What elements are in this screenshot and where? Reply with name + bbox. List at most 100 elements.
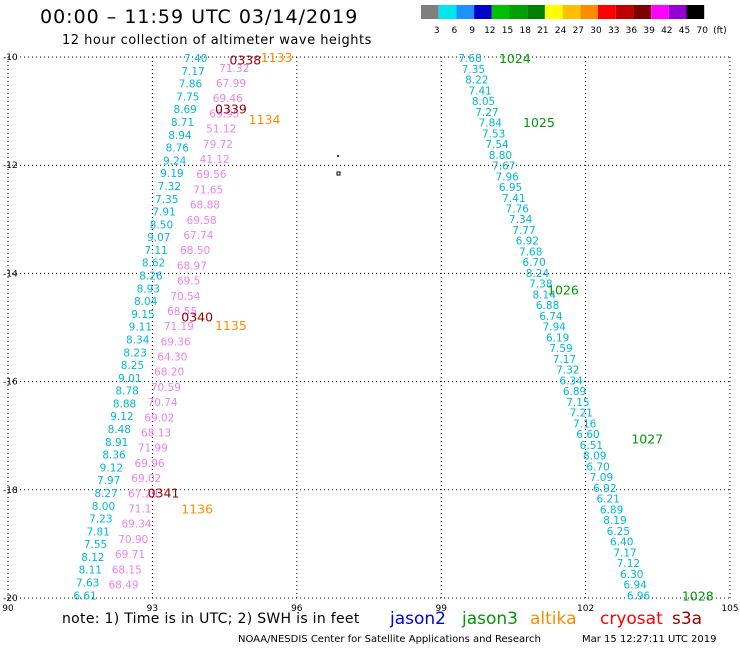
swh-value-jason3: 7.17 <box>553 354 576 366</box>
swh-value-jason3: 6.94 <box>623 580 647 592</box>
pass-time-altika: 1133 <box>261 50 293 65</box>
swh-value-s3a: 8.25 <box>121 360 144 372</box>
latitude-tick-label: -14 <box>3 269 18 279</box>
swh-value-jason3: 8.14 <box>533 289 557 301</box>
pass-time-s3a: 0341 <box>148 486 180 501</box>
legend-swatch <box>438 5 457 19</box>
swh-value-s3a: 8.76 <box>166 143 190 155</box>
legend-label: 15 <box>502 26 513 36</box>
swh-value-s3a: 8.00 <box>92 501 115 513</box>
legend-label: (ft) <box>713 26 727 36</box>
pass-time-jason3: 1028 <box>682 588 714 603</box>
swh-value-cryosat: 67.99 <box>216 78 246 90</box>
swh-value-s3a: 7.23 <box>89 514 112 526</box>
swh-value-jason3: 6.88 <box>536 300 559 312</box>
swh-value-jason3: 6.34 <box>559 375 583 387</box>
swh-value-cryosat: 71.19 <box>164 321 194 333</box>
satellite-cryosat: cryosat <box>600 609 663 629</box>
swh-value-s3a: 7.86 <box>179 79 203 91</box>
legend-swatch <box>509 5 528 19</box>
swh-value-s3a: 9.15 <box>131 309 154 321</box>
swh-value-jason3: 6.95 <box>499 182 522 194</box>
swh-value-cryosat: 71.65 <box>193 184 223 196</box>
pass-time-jason3: 1026 <box>547 283 579 298</box>
swh-value-s3a: 8.93 <box>137 283 160 295</box>
swh-value-cryosat: 71.32 <box>219 63 249 75</box>
footer-note: note: 1) Time is in UTC; 2) SWH is in fe… <box>62 611 360 627</box>
satellite-altika: altika <box>530 609 577 629</box>
swh-value-jason3: 7.76 <box>506 204 530 216</box>
swh-value-s3a: 8.91 <box>105 437 128 449</box>
swh-value-jason3: 6.70 <box>522 257 545 269</box>
swh-value-s3a: 7.11 <box>144 245 167 257</box>
swh-value-cryosat: 69.36 <box>161 336 191 348</box>
swh-value-jason3: 7.38 <box>529 279 552 291</box>
latitude-tick-label: -12 <box>3 161 18 171</box>
swh-value-s3a: 9.12 <box>110 411 133 423</box>
swh-value-cryosat: 69.56 <box>196 169 226 181</box>
swh-value-jason3: 8.09 <box>583 451 606 463</box>
swh-value-s3a: 9.11 <box>129 322 152 334</box>
longitude-tick-label: 99 <box>435 604 447 614</box>
swh-value-jason3: 7.68 <box>519 246 542 258</box>
swh-value-jason3: 7.21 <box>570 408 593 420</box>
pass-time-jason3: 1025 <box>523 115 555 130</box>
swh-value-s3a: 7.40 <box>184 53 207 65</box>
swh-value-cryosat: 69.34 <box>122 519 152 531</box>
swh-value-cryosat: 67.74 <box>183 230 213 242</box>
altimeter-tracks: 7.407.177.867.758.698.718.948.769.249.19… <box>73 53 650 602</box>
swh-value-s3a: 8.26 <box>139 271 163 283</box>
legend-swatch <box>598 5 616 19</box>
swh-value-cryosat: 68.55 <box>167 306 197 318</box>
swh-value-s3a: 8.69 <box>173 104 196 116</box>
swh-value-s3a: 7.75 <box>176 91 199 103</box>
legend-swatch <box>668 5 687 19</box>
swh-value-jason3: 7.96 <box>495 171 519 183</box>
swh-value-s3a: 8.04 <box>134 296 158 308</box>
swh-value-cryosat: 70.54 <box>170 291 200 303</box>
swh-value-s3a: 9.19 <box>160 168 183 180</box>
swh-value-cryosat: 69.02 <box>144 412 174 424</box>
swh-value-cryosat: 70.59 <box>151 382 181 394</box>
swh-value-cryosat: 68.20 <box>154 367 184 379</box>
swh-value-s3a: 9.01 <box>118 373 141 385</box>
legend-label: 33 <box>608 26 619 36</box>
island-marks <box>336 155 341 176</box>
swh-value-s3a: 7.63 <box>76 578 99 590</box>
swh-value-jason3: 6.19 <box>546 332 569 344</box>
swh-value-jason3: 6.92 <box>593 483 616 495</box>
pass-time-altika: 1136 <box>181 502 213 517</box>
legend-label: 6 <box>452 26 458 36</box>
swh-value-s3a: 8.34 <box>126 334 150 346</box>
swh-value-cryosat: 70.74 <box>148 397 178 409</box>
legend-swatch <box>421 5 439 19</box>
swh-value-cryosat: 68.50 <box>180 245 210 257</box>
legend-swatch <box>562 5 581 19</box>
swh-value-jason3: 6.51 <box>580 440 603 452</box>
swh-value-cryosat: 64.30 <box>157 352 187 364</box>
legend-swatch <box>474 5 492 19</box>
swh-value-s3a: 7.32 <box>158 181 181 193</box>
swh-value-cryosat: 41.12 <box>200 154 230 166</box>
swh-value-jason3: 7.32 <box>556 365 579 377</box>
pass-time-s3a: 0338 <box>229 53 261 68</box>
swh-value-jason3: 6.96 <box>627 590 651 602</box>
swh-value-s3a: 8.71 <box>171 117 194 129</box>
swh-value-jason3: 7.59 <box>549 343 572 355</box>
longitude-tick-label: 102 <box>577 604 594 614</box>
legend-swatch <box>491 5 510 19</box>
satellite-s3a: s3a <box>672 609 703 629</box>
legend-label: 36 <box>626 26 638 36</box>
island-outline <box>336 171 341 176</box>
swh-value-s3a: 8.78 <box>115 386 138 398</box>
legend-swatch <box>456 5 475 19</box>
swh-value-s3a: 8.11 <box>79 565 102 577</box>
legend-label: 45 <box>679 26 690 36</box>
legend-label: 39 <box>643 26 655 36</box>
swh-value-jason3: 7.67 <box>492 161 515 173</box>
swh-value-s3a: 7.17 <box>181 66 204 78</box>
legend-label: 24 <box>555 26 567 36</box>
swh-value-s3a: 8.94 <box>168 130 192 142</box>
